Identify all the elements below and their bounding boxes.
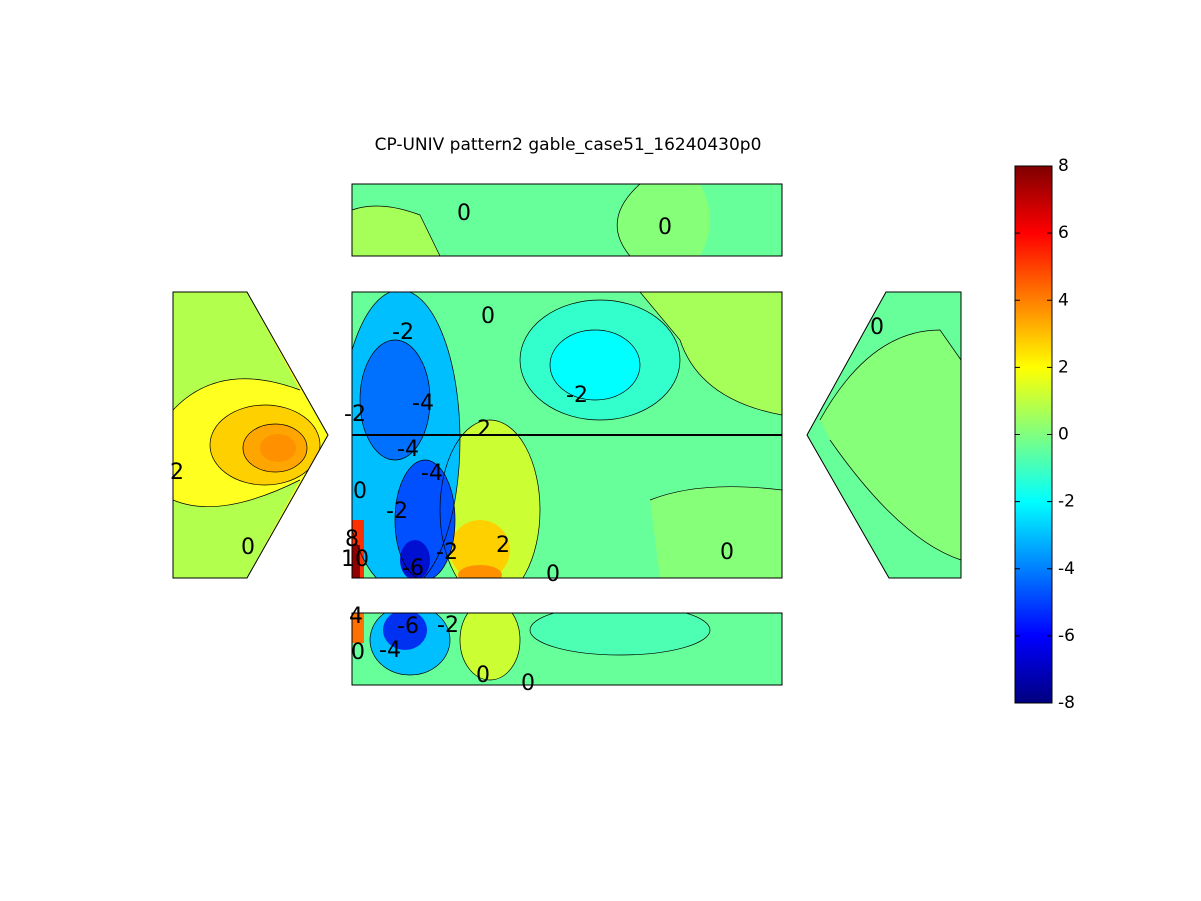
contour-label: 0 xyxy=(658,215,672,240)
colorbar-tick-label: 0 xyxy=(1058,425,1069,445)
contour-label: 10 xyxy=(341,547,369,572)
contour-label: -6 xyxy=(402,556,424,581)
panel-bottom xyxy=(351,612,783,686)
contour-label: 4 xyxy=(349,604,363,629)
contour-label: 2 xyxy=(496,533,510,558)
contour-label: 0 xyxy=(870,315,884,340)
colorbar-tick-label: 8 xyxy=(1058,156,1069,176)
contour-label: -2 xyxy=(436,540,458,565)
contour-label: 2 xyxy=(170,460,184,485)
contour-label: 0 xyxy=(353,479,367,504)
contour-label: 2 xyxy=(477,417,491,442)
contour-label: -2 xyxy=(437,613,459,638)
contour-label: 0 xyxy=(546,562,560,587)
contour-label: -4 xyxy=(397,437,419,462)
colorbar-tick-label: 2 xyxy=(1058,357,1069,377)
contour-label: -2 xyxy=(344,402,366,427)
contour-label: 0 xyxy=(476,663,490,688)
contour-label: -4 xyxy=(412,391,434,416)
contour-label: 0 xyxy=(720,540,734,565)
colorbar-tick-label: -4 xyxy=(1058,559,1075,579)
contour-label: -6 xyxy=(397,614,419,639)
colorbar-ticks: -8 -6 -4 -2 0 2 4 6 8 xyxy=(1015,156,1075,713)
colorbar-tick-label: -8 xyxy=(1058,693,1075,713)
chart-title: CP-UNIV pattern2 gable_case51_16240430p0 xyxy=(375,135,762,155)
contour-label: -2 xyxy=(392,320,414,345)
panel-main xyxy=(351,291,783,579)
contour-label: 0 xyxy=(241,535,255,560)
colorbar-tick-label: -6 xyxy=(1058,626,1075,646)
contour-label: 0 xyxy=(481,304,495,329)
panel-top xyxy=(351,183,783,257)
colorbar-tick-label: 4 xyxy=(1058,290,1069,310)
contour-label: -2 xyxy=(566,383,588,408)
panel-left xyxy=(172,291,329,579)
contour-label: 0 xyxy=(521,671,535,696)
contour-label: 0 xyxy=(457,201,471,226)
contour-label: -2 xyxy=(386,499,408,524)
contour-label: 0 xyxy=(351,640,365,665)
contour-label: 8 xyxy=(345,527,359,552)
colorbar-tick-label: -2 xyxy=(1058,492,1075,512)
colorbar-tick-label: 6 xyxy=(1058,223,1069,243)
colorbar xyxy=(1014,165,1053,704)
panel-right xyxy=(806,291,962,579)
contour-label: -4 xyxy=(421,461,443,486)
contour-label: -4 xyxy=(379,638,401,663)
